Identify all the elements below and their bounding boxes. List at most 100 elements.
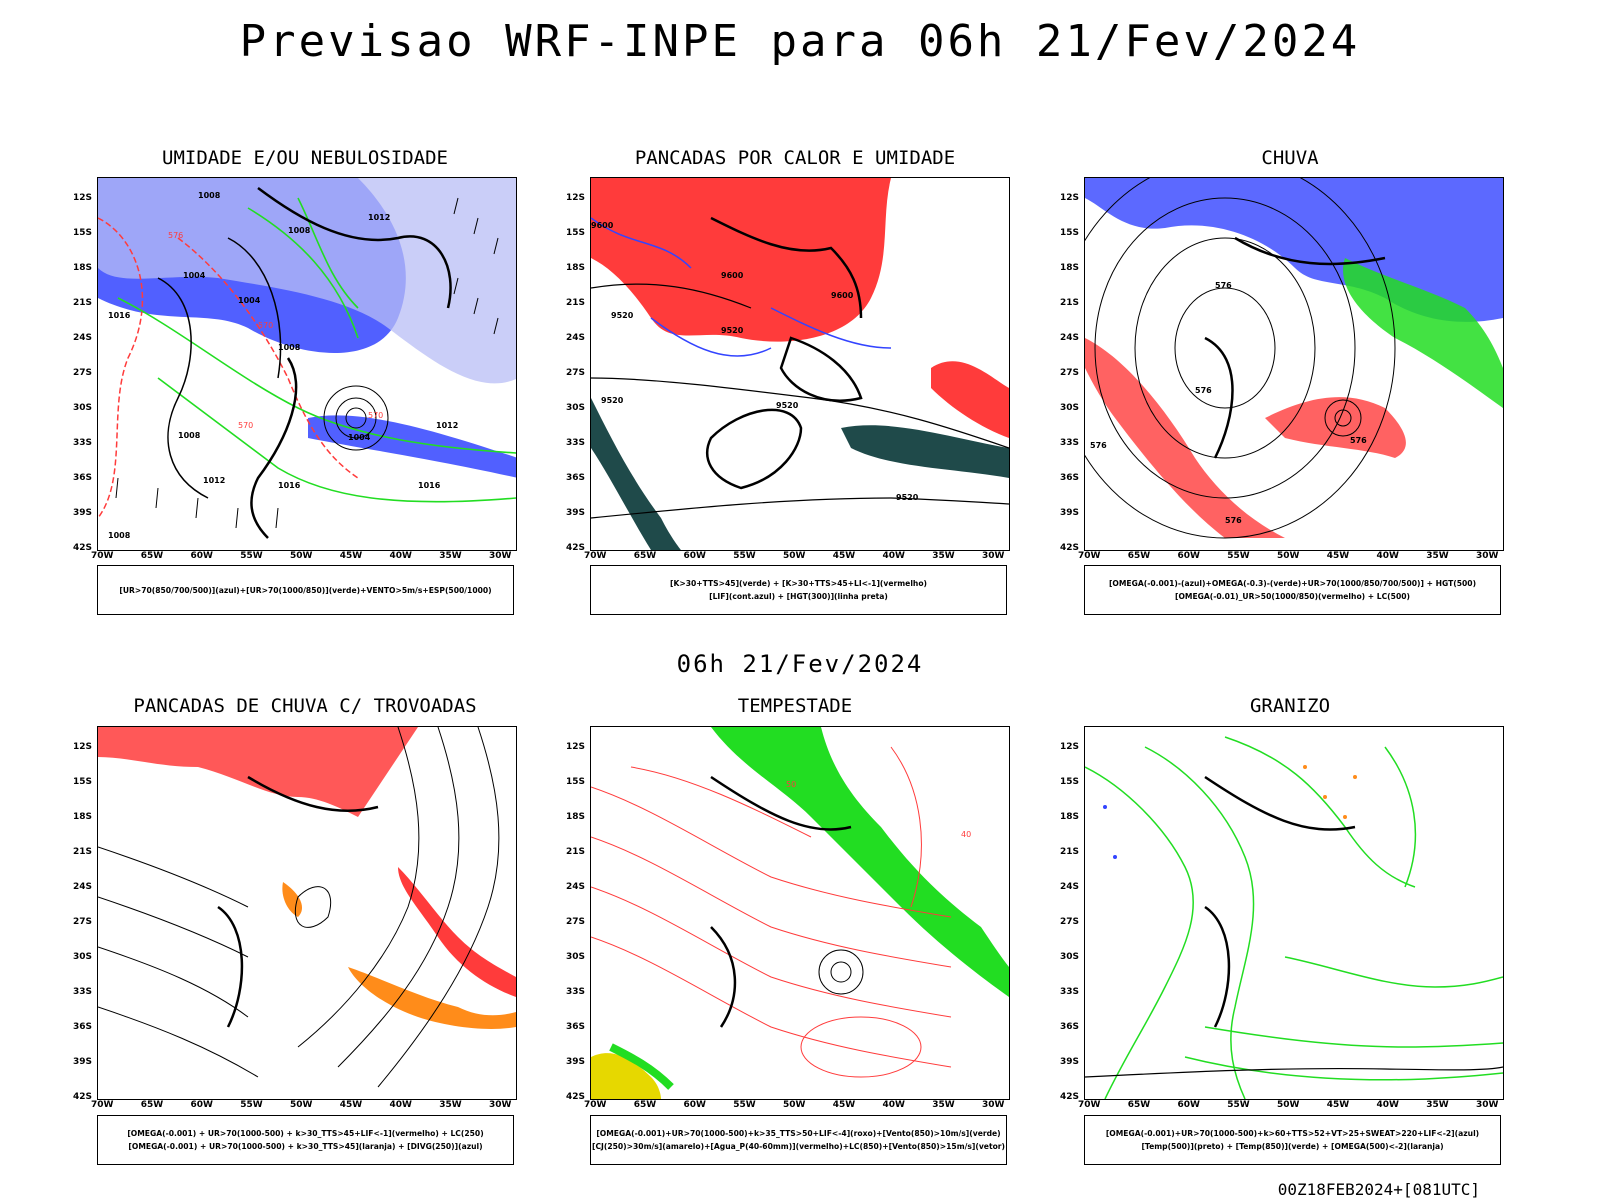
lon-label: 40W	[882, 1100, 905, 1110]
lon-label: 70W	[1078, 1100, 1101, 1110]
label-40: 40	[961, 830, 971, 839]
lat-label: 42S	[566, 543, 586, 553]
label-1008d: 1012	[436, 421, 458, 430]
lat-label: 36S	[1060, 1022, 1080, 1032]
panel-title-umidade: UMIDADE E/OU NEBULOSIDADE	[162, 147, 448, 169]
lon-label: 35W	[932, 551, 955, 561]
lat-label: 36S	[73, 1022, 93, 1032]
lon-label: 40W	[389, 1100, 412, 1110]
lat-label: 15S	[1060, 228, 1080, 238]
lon-label: 35W	[1426, 551, 1449, 561]
label-9520a: 9520	[721, 326, 744, 335]
label-1008b: 1008	[288, 226, 311, 235]
lat-label: 24S	[1060, 882, 1080, 892]
lat-label: 18S	[1060, 812, 1080, 822]
lon-label: 35W	[439, 1100, 462, 1110]
lat-label: 36S	[73, 473, 93, 483]
legend-chuva-line1: [OMEGA(-0.001)-(azul)+OMEGA(-0.3)-(verde…	[1108, 579, 1477, 588]
lat-label: 27S	[566, 368, 586, 378]
lat-label: 33S	[1060, 987, 1080, 997]
lat-label: 42S	[1060, 1092, 1080, 1102]
lat-label: 12S	[566, 742, 586, 752]
lon-label: 45W	[832, 551, 856, 561]
lon-label: 70W	[584, 551, 607, 561]
lon-label: 30W	[489, 1100, 512, 1110]
lat-label: 12S	[566, 193, 586, 203]
lon-label: 65W	[633, 551, 657, 561]
lat-label: 36S	[1060, 473, 1080, 483]
lat-label: 42S	[566, 1092, 586, 1102]
panel-title-pancadas-trovoadas: PANCADAS DE CHUVA C/ TROVOADAS	[133, 695, 477, 717]
map-tempestade: 40 50	[590, 726, 1010, 1100]
lon-label: 45W	[339, 551, 363, 561]
lat-label: 27S	[566, 917, 586, 927]
lon-label: 60W	[1177, 551, 1200, 561]
lon-label: 55W	[733, 1100, 756, 1110]
lat-label: 39S	[1060, 1057, 1080, 1067]
lon-label: 45W	[339, 1100, 363, 1110]
lon-label: 50W	[290, 1100, 313, 1110]
lat-label: 21S	[1060, 298, 1080, 308]
lat-label: 18S	[73, 812, 93, 822]
label-1016b: 1016	[278, 481, 301, 490]
map-chuva-graphic: 576 576 576 576 576	[1085, 178, 1503, 539]
lon-label: 55W	[733, 551, 756, 561]
lat-label: 21S	[566, 298, 586, 308]
map-pancadas-calor: 9600 9600 9520 9520 9600 9520 9520 9520	[590, 177, 1010, 551]
panel-title-tempestade: TEMPESTADE	[737, 695, 853, 717]
label-576b: 576	[1195, 386, 1212, 395]
lon-label: 40W	[882, 551, 905, 561]
lon-label: 55W	[1227, 551, 1250, 561]
lon-label: 35W	[439, 551, 462, 561]
mid-title: 06h 21/Fev/2024	[676, 650, 924, 678]
label-9520e: 9520	[896, 493, 919, 502]
lat-label: 15S	[566, 228, 586, 238]
lon-label: 65W	[1127, 551, 1151, 561]
legend-chuva: [OMEGA(-0.001)-(azul)+OMEGA(-0.3)-(verde…	[1084, 565, 1501, 615]
lat-label: 42S	[1060, 543, 1080, 553]
lat-label: 42S	[73, 1092, 93, 1102]
lat-label: 39S	[73, 508, 93, 518]
lon-label: 45W	[832, 1100, 856, 1110]
legend-tempestade-line2: [CJ(250)>30m/s](amarelo)+[Agua_P(40-60mm…	[591, 1142, 1006, 1151]
lat-label: 21S	[1060, 847, 1080, 857]
legend-pancadas-calor-line2: [LIF](cont.azul) + [HGT(300)](linha pret…	[709, 592, 888, 601]
lat-label: 15S	[566, 777, 586, 787]
lon-label: 60W	[190, 551, 213, 561]
label-1012c: 1012	[203, 476, 225, 485]
lon-label: 50W	[290, 551, 313, 561]
panel-title-granizo: GRANIZO	[1249, 695, 1331, 717]
lon-label: 30W	[489, 551, 512, 561]
label-1012a: 1012	[368, 213, 390, 222]
lon-label: 60W	[683, 551, 706, 561]
label-570b: 570	[368, 411, 383, 420]
lat-label: 30S	[73, 952, 93, 962]
lat-label: 36S	[566, 473, 586, 483]
lat-label: 12S	[73, 193, 93, 203]
lat-label: 24S	[566, 333, 586, 343]
panel-title-pancadas-calor: PANCADAS POR CALOR E UMIDADE	[634, 147, 956, 169]
label-576e: 576	[1350, 436, 1367, 445]
map-pancadas-calor-graphic: 9600 9600 9520 9520 9600 9520 9520 9520	[591, 178, 1009, 550]
lon-label: 30W	[1476, 1100, 1499, 1110]
legend-pancadas-trovoadas-line1: [OMEGA(-0.001) + UR>70(1000-500) + k>30_…	[127, 1129, 484, 1138]
lon-label: 65W	[633, 1100, 657, 1110]
label-9600b: 9600	[591, 221, 614, 230]
label-9520d: 9520	[601, 396, 624, 405]
lat-label: 33S	[73, 987, 93, 997]
label-1008a: 1008	[198, 191, 221, 200]
lon-label: 55W	[240, 1100, 263, 1110]
legend-tempestade: [OMEGA(-0.001)+UR>70(1000-500)+k>35_TTS>…	[590, 1115, 1007, 1165]
lat-label: 30S	[566, 403, 586, 413]
label-1008e: 1008	[108, 531, 131, 540]
lat-label: 39S	[1060, 508, 1080, 518]
lon-label: 50W	[1277, 1100, 1300, 1110]
lat-label: 18S	[1060, 263, 1080, 273]
lat-label: 21S	[73, 847, 93, 857]
map-chuva: 576 576 576 576 576	[1084, 177, 1504, 551]
map-pancadas-trovoadas-graphic	[98, 727, 516, 1088]
legend-granizo-line1: [OMEGA(-0.001)+UR>70(1000-500)+k>60+TTS>…	[1105, 1129, 1480, 1138]
label-576: 576	[168, 231, 183, 240]
label-1016a: 1008	[178, 431, 201, 440]
legend-pancadas-calor: [K>30+TTS>45](verde) + [K>30+TTS>45+LI<-…	[590, 565, 1007, 615]
